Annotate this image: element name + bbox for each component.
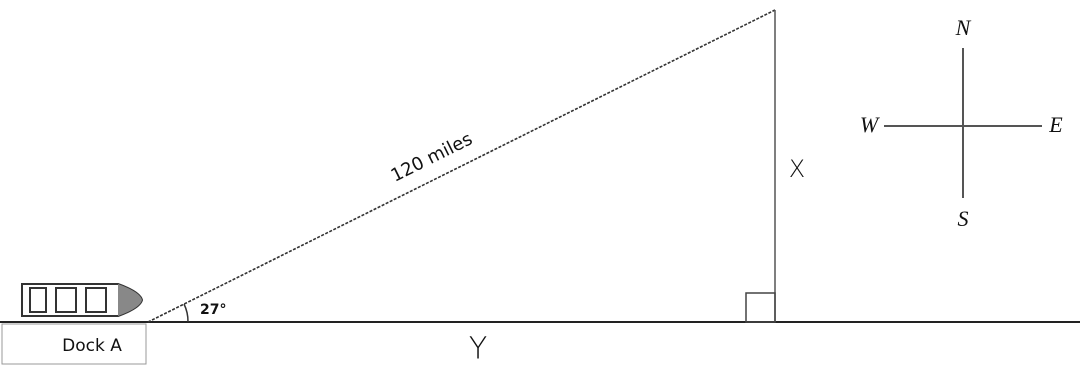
angle-arc bbox=[184, 304, 188, 322]
compass-north: N bbox=[955, 15, 972, 40]
compass-south: S bbox=[958, 206, 969, 231]
right-angle-marker bbox=[746, 293, 775, 322]
hypotenuse-label: 120 miles bbox=[388, 129, 476, 187]
compass-west: W bbox=[860, 112, 880, 137]
vertical-label: X bbox=[789, 155, 805, 183]
diagram: Dock A 120 miles 27° X Y N S W E bbox=[0, 0, 1080, 369]
hypotenuse bbox=[148, 10, 775, 322]
dock-label: Dock A bbox=[62, 336, 122, 356]
horizontal-label: Y bbox=[469, 332, 487, 367]
boat bbox=[22, 284, 142, 316]
angle-label: 27° bbox=[200, 302, 226, 318]
compass-east: E bbox=[1048, 112, 1063, 137]
page: Dock A 120 miles 27° X Y N S W E (() => … bbox=[0, 0, 1080, 369]
